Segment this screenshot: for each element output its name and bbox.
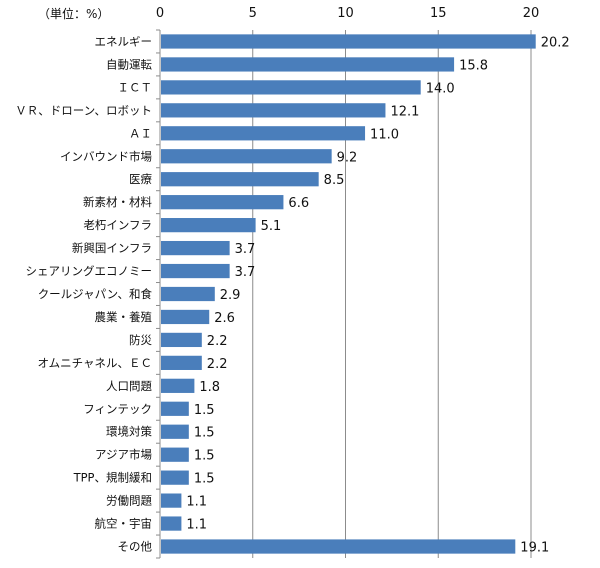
bar	[161, 172, 319, 187]
data-label: 2.6	[214, 311, 235, 326]
data-label: 3.7	[235, 242, 256, 257]
bar	[161, 80, 421, 95]
data-label: 19.1	[520, 541, 549, 556]
bar	[161, 286, 215, 302]
category-label: 自動運転	[106, 57, 152, 71]
category-label: フィンテック	[83, 402, 152, 416]
category-label: 新興国インフラ	[72, 241, 152, 255]
data-label: 1.5	[194, 449, 215, 464]
category-label: 農業・養殖	[95, 310, 153, 324]
category-label: クールジャパン、和食	[38, 287, 153, 301]
bar	[161, 195, 284, 210]
data-label: 2.9	[220, 288, 241, 303]
bar	[161, 57, 455, 72]
data-label: 1.5	[194, 472, 215, 487]
data-label: 1.1	[186, 518, 207, 533]
data-label: 2.2	[207, 334, 228, 349]
gridlines	[156, 29, 532, 559]
category-label: 航空・宇宙	[95, 517, 153, 531]
x-tick-label: 15	[430, 6, 447, 21]
bar	[161, 516, 182, 531]
category-label: TPP、規制緩和	[73, 471, 152, 485]
bar	[161, 103, 386, 118]
category-label: シェアリングエコノミー	[26, 264, 153, 278]
data-label: 3.7	[235, 265, 256, 280]
bars	[161, 34, 536, 554]
category-label: その他	[118, 540, 153, 554]
bar	[161, 309, 210, 325]
x-axis-ticks: 0 5 10 15 20	[156, 6, 539, 21]
bar	[161, 378, 195, 393]
bar	[161, 493, 182, 508]
data-label: 12.1	[390, 104, 419, 119]
data-label: 1.5	[194, 426, 215, 441]
bar	[161, 263, 230, 279]
bar	[161, 126, 366, 141]
data-labels: 20.2 15.8 14.0 12.1 11.0 9.2 8.5 6.6 5.1 3.7 3.7 2.…	[186, 35, 569, 555]
data-label: 11.0	[370, 127, 399, 142]
data-label: 14.0	[426, 81, 455, 96]
data-label: 9.2	[337, 150, 358, 165]
data-label: 20.2	[541, 35, 570, 50]
data-label: 1.5	[194, 403, 215, 418]
x-tick-label: 5	[249, 6, 257, 21]
category-label: 労働問題	[106, 494, 152, 508]
bar	[161, 355, 202, 370]
category-label: オムニチャネル、ＥＣ	[37, 356, 152, 370]
category-label: ＩＣＴ	[118, 80, 153, 94]
data-label: 6.6	[288, 196, 309, 211]
data-label: 5.1	[261, 219, 282, 234]
category-label: インバウンド市場	[60, 149, 152, 163]
category-label: ＶＲ、ドローン、ロボット	[15, 103, 152, 117]
category-label: 新素材・材料	[83, 195, 152, 209]
x-tick-label: 20	[523, 6, 540, 21]
data-label: 8.5	[324, 173, 345, 188]
data-label: 2.2	[207, 357, 228, 372]
unit-label: （単位：%）	[38, 6, 109, 21]
bar	[161, 539, 516, 554]
category-label: 防災	[129, 333, 152, 347]
bar	[161, 149, 332, 164]
bar	[161, 401, 189, 416]
x-tick-label: 10	[337, 6, 354, 21]
category-label: エネルギー	[95, 34, 153, 48]
category-label: 人口問題	[106, 379, 152, 393]
bar	[161, 34, 536, 49]
bar	[161, 240, 230, 256]
bar	[161, 332, 202, 348]
data-label: 1.1	[186, 495, 207, 510]
data-label: 1.8	[199, 380, 220, 395]
category-label: 医療	[129, 172, 152, 186]
bar	[161, 447, 189, 462]
data-label: 15.8	[459, 58, 488, 73]
x-tick-label: 0	[156, 6, 164, 21]
bar	[161, 470, 189, 485]
category-label: アジア市場	[95, 448, 153, 462]
category-label: 環境対策	[106, 425, 152, 439]
bar	[161, 218, 256, 233]
category-label: ＡＩ	[129, 126, 152, 140]
category-label: 老朽インフラ	[83, 218, 152, 232]
bar	[161, 424, 189, 439]
